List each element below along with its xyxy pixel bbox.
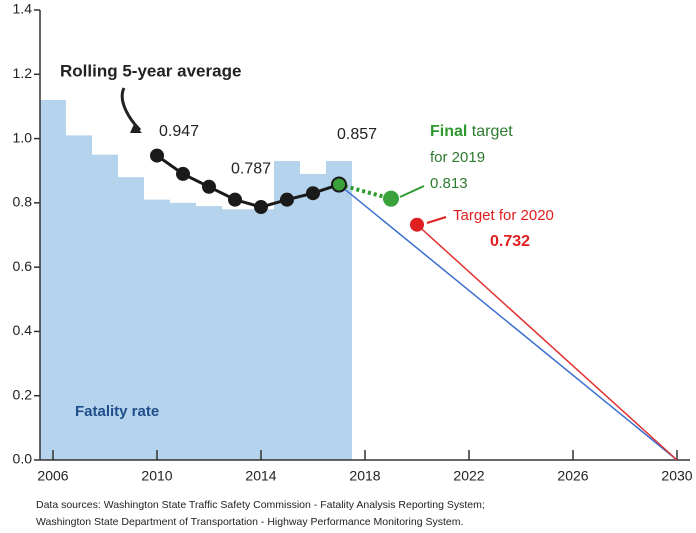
bar — [144, 199, 170, 460]
x-tick-label: 2010 — [141, 468, 172, 484]
x-tick-label: 2022 — [453, 468, 484, 484]
target-label-bold: Final — [430, 123, 467, 140]
rolling-point — [176, 166, 190, 181]
bar — [196, 206, 222, 460]
annotation-arrow — [120, 87, 142, 132]
y-tick-label: 1.0 — [13, 129, 33, 145]
target-label: Target for 2020 — [453, 207, 554, 224]
trend-line — [338, 182, 392, 201]
rolling-point — [254, 200, 268, 215]
trend-line — [416, 224, 678, 461]
target-label: for 2019 — [430, 149, 485, 166]
target-value: 0.813 — [430, 175, 468, 192]
source-note: Data sources: Washington State Traffic S… — [36, 499, 485, 511]
data-label: 0.857 — [337, 126, 377, 143]
target-label-rest: target — [467, 123, 513, 140]
target-value: 0.732 — [490, 233, 530, 250]
rolling-point — [331, 176, 347, 193]
bar — [118, 177, 144, 460]
trend-line — [338, 183, 678, 461]
y-tick-label: 0.6 — [13, 258, 33, 274]
bar — [66, 135, 92, 460]
data-label: 0.787 — [231, 160, 271, 177]
series-label: Fatality rate — [75, 403, 159, 420]
x-tick-label: 2018 — [349, 468, 380, 484]
annotation-arrowhead — [130, 124, 142, 133]
data-label: 0.947 — [159, 123, 199, 140]
bar — [170, 202, 196, 460]
y-tick-label: 1.2 — [13, 65, 33, 81]
x-tick-label: 2030 — [661, 468, 692, 484]
bar — [40, 100, 66, 460]
y-tick-label: 0.0 — [13, 451, 33, 467]
rolling-point — [306, 186, 320, 201]
x-tick-label: 2006 — [37, 468, 68, 484]
series-label: Rolling 5-year average — [60, 61, 241, 80]
x-tick-label: 2014 — [245, 468, 276, 484]
bar — [92, 154, 118, 460]
bar — [248, 209, 274, 460]
target-label: Final target — [430, 123, 513, 140]
rolling-point — [280, 192, 294, 207]
source-note: Washington State Department of Transport… — [36, 516, 463, 528]
rolling-point — [202, 179, 216, 194]
y-tick-label: 1.4 — [13, 1, 33, 17]
bar — [222, 209, 248, 460]
rolling-point — [228, 192, 242, 207]
bar — [326, 161, 352, 461]
target-leader — [399, 185, 425, 198]
y-tick-label: 0.4 — [13, 322, 33, 338]
rolling-point — [150, 148, 164, 163]
y-tick-label: 0.8 — [13, 194, 33, 210]
target-leader — [426, 216, 447, 224]
target-point — [410, 217, 424, 232]
target-point — [383, 190, 399, 207]
x-tick-label: 2026 — [557, 468, 588, 484]
bar — [300, 173, 326, 460]
bar — [274, 161, 300, 461]
y-tick-label: 0.2 — [13, 386, 33, 402]
